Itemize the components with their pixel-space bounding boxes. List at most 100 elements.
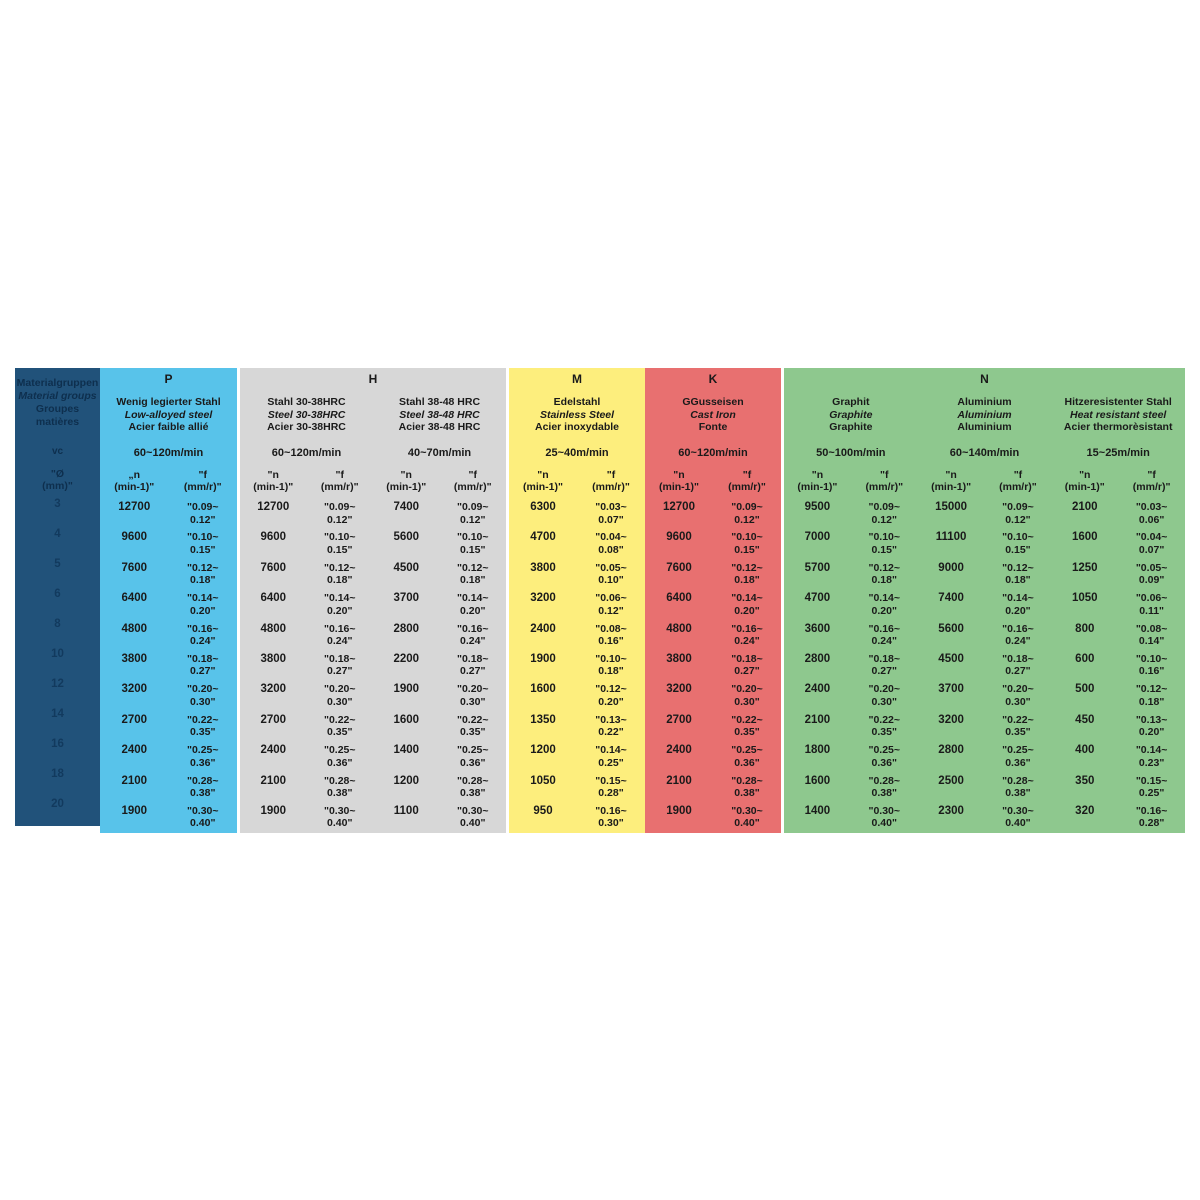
data-row: 4700 "0.04~ 0.08" — [509, 528, 645, 558]
feed-rate-value: "0.16~ 0.28" — [1118, 802, 1185, 832]
speed-header-line: "n — [537, 469, 549, 481]
spindle-speed-value: 2700 — [666, 713, 692, 726]
material-column: Edelstahl Stainless Steel Acier inoxydable… — [509, 390, 645, 833]
feed-rate-line: "0.16~ — [456, 622, 489, 635]
feed-rate-line: 0.15" — [734, 543, 760, 556]
feed-rate-line: "0.18~ — [731, 652, 763, 665]
data-row: 2100 "0.28~ 0.38" — [645, 772, 781, 802]
feed-rate-line: "0.16~ — [595, 804, 627, 817]
data-row: 2100 "0.28~ 0.38" — [100, 772, 237, 802]
data-row: 7600 "0.12~ 0.18" — [240, 559, 373, 589]
speed-column-header: "n (min-1)" — [240, 465, 307, 498]
feed-rate-line: "0.28~ — [731, 774, 763, 787]
feed-rate-line: "0.25~ — [731, 744, 763, 757]
feed-rate-value: "0.06~ 0.11" — [1118, 589, 1185, 619]
feed-rate-line: 0.15" — [460, 543, 486, 556]
group-materials: Wenig legierter Stahl Low-alloyed steel Ac… — [100, 390, 237, 833]
feed-rate-line: "0.12~ — [868, 561, 901, 574]
data-row: 350 "0.15~ 0.25" — [1051, 772, 1185, 802]
feed-rate-value: "0.25~ 0.36" — [851, 741, 918, 771]
data-row: 600 "0.10~ 0.16" — [1051, 650, 1185, 680]
data-row: 2500 "0.28~ 0.38" — [918, 772, 1052, 802]
diameter-value: 12 — [51, 678, 64, 691]
feed-rate-line: 0.30" — [1005, 695, 1031, 708]
feed-rate-line: 0.30" — [598, 817, 624, 830]
speed-column-header: "n (min-1)" — [373, 465, 440, 498]
spindle-speed-value: 2800 — [938, 744, 964, 757]
feed-header-line: "f — [335, 469, 344, 481]
spindle-speed-value: 950 — [533, 804, 553, 817]
feed-header-line: "f — [1013, 469, 1023, 481]
data-row: 2700 "0.22~ 0.35" — [100, 711, 237, 741]
feed-rate-value: "0.18~ 0.27" — [169, 650, 238, 680]
feed-rate-line: 0.10" — [598, 574, 624, 587]
feed-rate-line: "0.25~ — [868, 744, 901, 757]
spindle-speed-value: 1100 — [393, 804, 419, 817]
group-column-p: P Wenig legierter Stahl Low-alloyed steel A… — [100, 368, 237, 833]
feed-rate-value: "0.08~ 0.16" — [577, 620, 645, 650]
feed-rate-line: "0.04~ — [1135, 531, 1168, 544]
feed-rate-value: "0.10~ 0.15" — [169, 528, 238, 558]
feed-rate-line: "0.16~ — [186, 622, 219, 635]
diameter-value: 14 — [51, 708, 64, 721]
feed-rate-line: 0.18" — [1005, 574, 1031, 587]
feed-rate-line: "0.12~ — [595, 683, 627, 696]
spindle-speed-value: 1600 — [1071, 531, 1098, 544]
feed-rate-line: 0.20" — [734, 604, 760, 617]
spindle-speed-value: 1250 — [1071, 561, 1098, 574]
feed-rate-line: 0.12" — [598, 604, 624, 617]
feed-rate-line: "0.08~ — [1135, 622, 1168, 635]
material-column: Stahl 30-38HRC Steel 30-38HRC Acier 30-38H… — [240, 390, 373, 833]
feed-rate-line: "0.14~ — [1135, 744, 1168, 757]
feed-rate-line: 0.07" — [1138, 543, 1165, 556]
spindle-speed-value: 4800 — [666, 622, 692, 635]
data-row: 6300 "0.03~ 0.07" — [509, 498, 645, 528]
spindle-speed-value: 5600 — [393, 531, 420, 544]
feed-rate-line: 0.24" — [327, 635, 353, 648]
material-name-line: Acier inoxydable — [534, 421, 620, 434]
feed-rate-line: "0.20~ — [456, 683, 489, 696]
feed-rate-line: "0.30~ — [1002, 804, 1034, 817]
data-row: 3200 "0.20~ 0.30" — [240, 680, 373, 710]
feed-rate-value: "0.22~ 0.35" — [713, 711, 781, 741]
feed-rate-line: 0.30" — [460, 695, 486, 708]
feed-rate-line: 0.27" — [190, 665, 216, 678]
material-name: Hitzeresistenter Stahl Heat resistant ste… — [1051, 390, 1185, 440]
diameter-value: 18 — [51, 768, 64, 780]
feed-rate-value: "0.14~ 0.20" — [440, 589, 507, 619]
data-row: 6400 "0.14~ 0.20" — [645, 589, 781, 619]
spindle-speed-value: 3700 — [393, 592, 420, 605]
data-row: 1600 "0.22~ 0.35" — [373, 711, 506, 741]
data-row: 1250 "0.05~ 0.09" — [1051, 559, 1185, 589]
speed-header-line: (min-1)" — [386, 480, 427, 493]
spindle-speed-value: 4800 — [121, 622, 148, 635]
feed-rate-line: 0.35" — [871, 726, 897, 739]
spindle-speed-value: 2100 — [1071, 501, 1098, 513]
speed-header-line: "n — [673, 469, 685, 481]
spindle-speed-value: 1600 — [804, 774, 831, 787]
spindle-speed-value: 7600 — [666, 561, 692, 574]
spindle-speed-value: 7600 — [260, 561, 287, 574]
spindle-speed-value: 3200 — [938, 713, 964, 726]
speed-column-header: "n (min-1)" — [509, 465, 577, 498]
feed-rate-line: "0.30~ — [186, 804, 219, 817]
feed-rate-line: 0.16" — [598, 635, 624, 648]
feed-rate-value: "0.09~ 0.12" — [440, 498, 507, 528]
feed-rate-line: 0.06" — [1138, 513, 1165, 526]
data-row: 2400 "0.25~ 0.36" — [100, 741, 237, 771]
feed-rate-value: "0.16~ 0.24" — [440, 620, 507, 650]
feed-rate-line: "0.25~ — [186, 744, 219, 757]
spindle-speed-value: 2400 — [804, 683, 831, 696]
feed-rate-line: 0.27" — [871, 665, 897, 678]
feed-rate-line: "0.22~ — [1002, 713, 1034, 726]
feed-rate-value: "0.16~ 0.24" — [851, 620, 918, 650]
feed-rate-value: "0.05~ 0.09" — [1118, 559, 1185, 589]
feed-column-header: "f (mm/r)" — [169, 465, 238, 498]
feed-rate-line: "0.12~ — [1135, 683, 1168, 696]
feed-rate-line: 0.27" — [327, 665, 353, 678]
feed-rate-value: "0.14~ 0.20" — [169, 589, 238, 619]
feed-rate-value: "0.10~ 0.15" — [851, 528, 918, 558]
data-row: 3200 "0.20~ 0.30" — [645, 680, 781, 710]
data-row: 4800 "0.16~ 0.24" — [240, 620, 373, 650]
feed-rate-line: 0.30" — [871, 695, 897, 708]
